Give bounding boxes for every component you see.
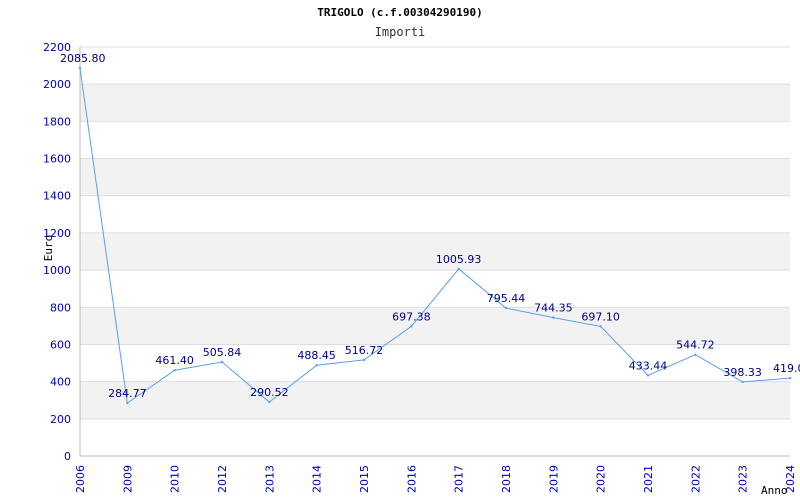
data-point: [552, 316, 555, 319]
x-tick-label: 2024: [784, 465, 797, 493]
grid-bands: [80, 84, 790, 419]
y-tick-labels: 0 200 400 600 800 1000 1200 1400 1600 1800 2000 220…: [43, 41, 71, 463]
x-tick-label: 2016: [405, 465, 418, 493]
data-point: [694, 353, 697, 356]
data-point: [173, 369, 176, 372]
data-label: 744.35: [534, 302, 573, 315]
data-label: 697.10: [581, 310, 620, 323]
data-point: [788, 376, 792, 380]
grid-band: [80, 158, 790, 196]
data-point: [646, 374, 650, 377]
data-labels: 2085.80 284.77 461.40 505.84 290.52 488.45 516…: [60, 52, 800, 400]
data-label: 516.72: [345, 344, 384, 357]
x-tick-label: 2012: [216, 465, 229, 493]
data-label: 398.33: [723, 366, 762, 379]
y-tick-label: 0: [64, 450, 71, 463]
data-label: 544.72: [676, 339, 715, 352]
data-label: 697.38: [392, 310, 431, 323]
data-point: [126, 401, 129, 405]
y-tick-label: 400: [50, 376, 71, 389]
data-label: 433.44: [629, 359, 668, 372]
x-tick-label: 2021: [642, 465, 655, 493]
x-tick-label: 2018: [500, 465, 513, 493]
series-line-path: [79, 68, 791, 404]
data-label: 505.84: [203, 346, 242, 359]
grid-band: [80, 84, 790, 122]
data-label: 461.40: [155, 354, 194, 367]
data-label: 2085.80: [60, 52, 106, 65]
data-point: [410, 325, 413, 328]
grid-lines: [80, 46, 790, 457]
axes: [79, 47, 790, 457]
y-tick-label: 200: [50, 413, 71, 426]
data-point: [504, 306, 508, 310]
data-point: [599, 325, 602, 328]
chart-subtitle: Importi: [374, 25, 426, 39]
data-label: 419.0: [773, 362, 800, 375]
grid-band: [80, 232, 790, 271]
y-tick-label: 600: [50, 338, 71, 351]
data-point: [741, 380, 744, 384]
y-tick-label: 1000: [43, 264, 71, 277]
x-tick-label: 2006: [74, 465, 87, 493]
y-tick-label: 1800: [43, 115, 71, 128]
x-tick-label: 2023: [737, 465, 750, 493]
y-tick-label: 2200: [43, 41, 71, 54]
data-point: [78, 67, 82, 70]
grid-band: [80, 307, 790, 345]
data-label: 284.77: [108, 387, 147, 400]
data-label: 488.45: [297, 349, 336, 362]
x-tick-label: 2013: [263, 465, 276, 493]
data-point: [220, 360, 224, 364]
data-point: [315, 363, 318, 367]
x-tick-label: 2022: [689, 465, 702, 493]
grid-band: [80, 381, 790, 419]
y-tick-label: 1600: [43, 153, 71, 166]
series-line: [78, 67, 792, 405]
y-tick-label: 800: [50, 301, 71, 314]
x-tick-label: 2020: [595, 465, 608, 493]
y-tick-label: 1200: [43, 227, 71, 240]
x-axis-title: Anno: [761, 484, 788, 497]
x-tick-label: 2019: [547, 465, 560, 493]
chart-title: TRIGOLO (c.f.00304290190): [317, 6, 483, 19]
data-point: [362, 358, 366, 362]
data-label: 1005.93: [436, 253, 482, 266]
y-axis-title: Euro: [42, 235, 55, 262]
data-point: [268, 400, 271, 404]
data-label: 795.44: [487, 292, 526, 305]
data-point: [457, 267, 460, 271]
x-tick-label: 2014: [311, 465, 324, 493]
x-tick-label: 2015: [358, 465, 371, 493]
x-tick-labels: 2006 2009 2010 2012 2013 2014 2015 2016 2017 2018…: [74, 465, 797, 493]
x-tick-label: 2017: [453, 465, 466, 493]
y-tick-label: 2000: [43, 78, 71, 91]
y-tick-label: 1400: [43, 190, 71, 203]
x-tick-label: 2009: [121, 465, 134, 493]
data-label: 290.52: [250, 386, 289, 399]
x-tick-label: 2010: [169, 465, 182, 493]
